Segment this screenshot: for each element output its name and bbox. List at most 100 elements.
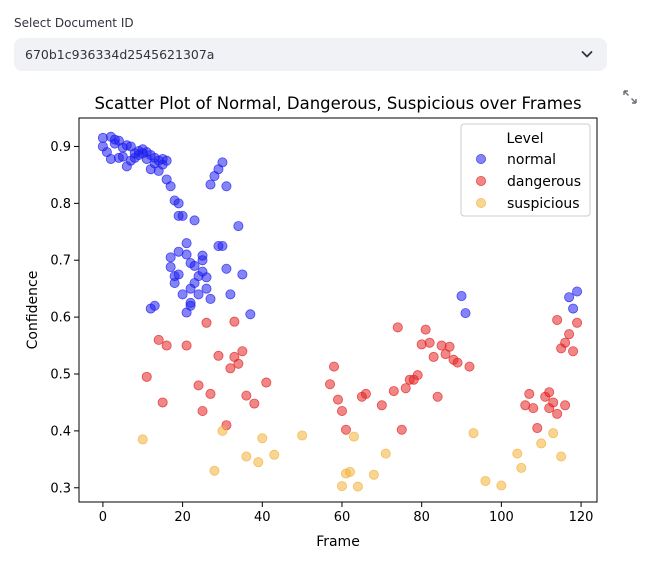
point-dangerous	[424, 337, 435, 348]
point-dangerous	[560, 337, 571, 348]
legend-label-suspicious: suspicious	[507, 196, 580, 212]
point-suspicious	[496, 480, 507, 491]
point-suspicious	[209, 465, 220, 476]
point-dangerous	[544, 387, 555, 398]
point-suspicious	[548, 428, 559, 439]
point-suspicious	[257, 433, 268, 444]
point-suspicious	[512, 448, 523, 459]
point-dangerous	[249, 398, 260, 409]
point-suspicious	[516, 462, 527, 473]
legend-label-normal: normal	[507, 152, 556, 168]
point-dangerous	[552, 314, 563, 325]
point-dangerous	[464, 361, 475, 372]
point-dangerous	[261, 377, 272, 388]
legend-title: Level	[507, 131, 544, 147]
point-normal	[217, 157, 228, 168]
legend-label-dangerous: dangerous	[507, 174, 581, 190]
point-suspicious	[352, 481, 363, 492]
point-normal	[181, 238, 192, 249]
point-dangerous	[181, 340, 192, 351]
point-dangerous	[225, 363, 236, 374]
point-normal	[568, 303, 579, 314]
scatter-chart: Scatter Plot of Normal, Dangerous, Suspi…	[25, 94, 598, 550]
point-dangerous	[205, 388, 216, 399]
point-dangerous	[360, 388, 371, 399]
point-suspicious	[297, 430, 308, 441]
point-dangerous	[153, 334, 164, 345]
document-id-label: Select Document ID	[14, 16, 134, 30]
point-normal	[181, 249, 192, 260]
point-normal	[572, 286, 583, 297]
x-tick-label: 120	[569, 510, 594, 525]
point-dangerous	[329, 361, 340, 372]
x-axis-label: Frame	[316, 534, 360, 550]
point-dangerous	[524, 388, 535, 399]
point-normal	[221, 181, 232, 192]
y-tick-label: 0.9	[50, 140, 71, 155]
x-tick-label: 80	[413, 510, 430, 525]
point-suspicious	[348, 431, 359, 442]
point-normal	[237, 269, 248, 280]
point-dangerous	[568, 346, 579, 357]
point-dangerous	[432, 391, 443, 402]
point-dangerous	[564, 329, 575, 340]
point-dangerous	[396, 424, 407, 435]
point-dangerous	[157, 397, 168, 408]
point-suspicious	[336, 481, 347, 492]
point-dangerous	[392, 322, 403, 333]
point-normal	[165, 262, 176, 273]
expand-icon[interactable]	[622, 89, 638, 105]
point-dangerous	[229, 316, 240, 327]
point-dangerous	[452, 357, 463, 368]
point-dangerous	[552, 408, 563, 419]
point-normal	[205, 179, 216, 190]
point-dangerous	[560, 400, 571, 411]
y-tick-label: 0.3	[50, 481, 71, 496]
plot-frame	[78, 117, 598, 503]
point-dangerous	[233, 358, 244, 369]
legend-marker-normal	[475, 154, 486, 165]
point-normal	[205, 293, 216, 304]
point-dangerous	[325, 379, 336, 390]
y-axis-label: Confidence	[25, 271, 41, 350]
legend-marker-dangerous	[475, 176, 486, 187]
point-dangerous	[213, 350, 224, 361]
y-tick-label: 0.4	[50, 424, 71, 439]
point-suspicious	[344, 466, 355, 477]
x-tick-label: 100	[489, 510, 514, 525]
x-tick-label: 40	[254, 510, 271, 525]
point-normal	[245, 309, 256, 320]
point-dangerous	[193, 380, 204, 391]
x-tick-label: 20	[174, 510, 191, 525]
document-id-select[interactable]: 670b1c936334d2545621307a	[14, 38, 607, 71]
point-normal	[197, 255, 208, 266]
point-normal	[201, 272, 212, 283]
y-tick-label: 0.5	[50, 368, 71, 383]
point-dangerous	[237, 346, 248, 357]
point-dangerous	[548, 397, 559, 408]
y-axis: 0.3 0.4 0.5 0.6 0.7 0.8 0.9	[50, 140, 79, 496]
legend-marker-suspicious	[475, 198, 486, 209]
x-tick-label: 60	[334, 510, 351, 525]
legend-box	[460, 123, 591, 217]
point-dangerous	[332, 394, 343, 405]
point-normal	[185, 297, 196, 308]
point-dangerous	[376, 400, 387, 411]
point-suspicious	[480, 475, 491, 486]
point-dangerous	[572, 317, 583, 328]
x-tick-label: 0	[99, 510, 107, 525]
chevron-down-icon[interactable]	[579, 46, 595, 62]
y-tick-label: 0.7	[50, 254, 71, 269]
point-normal	[193, 289, 204, 300]
y-tick-label: 0.8	[50, 197, 71, 212]
point-suspicious	[217, 425, 228, 436]
point-normal	[165, 181, 176, 192]
data-points	[97, 131, 583, 492]
chart-legend: Level normal dangerous suspicious	[460, 123, 591, 217]
point-normal	[189, 260, 200, 271]
point-normal	[165, 252, 176, 263]
document-id-value: 670b1c936334d2545621307a	[25, 47, 215, 62]
y-tick-label: 0.6	[50, 311, 71, 326]
point-dangerous	[241, 390, 252, 401]
point-normal	[149, 300, 160, 311]
